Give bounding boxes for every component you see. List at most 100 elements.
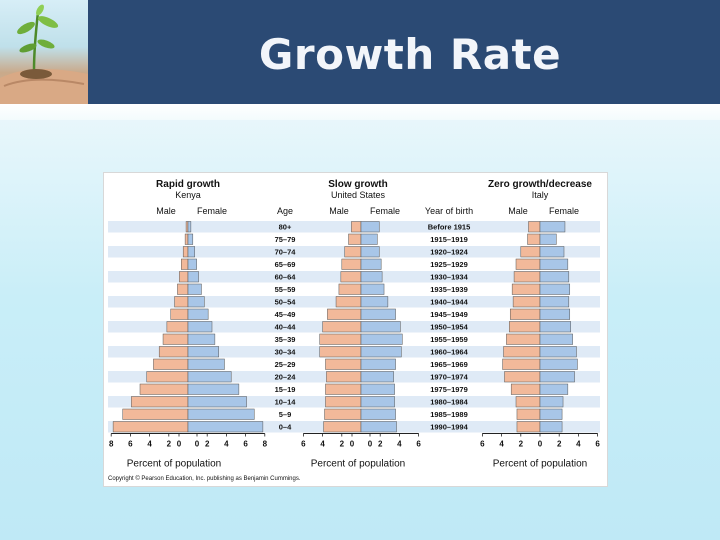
- female-bar: [187, 246, 195, 258]
- age-label: 25–29: [275, 360, 296, 369]
- female-bar: [360, 233, 378, 245]
- female-bar: [360, 371, 394, 383]
- age-label: 10–14: [275, 398, 297, 407]
- male-bar: [325, 396, 362, 408]
- birth-year-label: 1990–1994: [430, 423, 468, 432]
- female-bar: [187, 333, 216, 345]
- male-bar: [509, 321, 541, 333]
- x-tick-label: 4: [576, 440, 581, 449]
- male-bar: [181, 258, 189, 270]
- year-header: Year of birth: [425, 206, 473, 216]
- male-bar: [177, 283, 189, 295]
- female-bar: [360, 258, 382, 270]
- female-bar: [360, 296, 389, 308]
- chart-subtitle: Italy: [532, 190, 549, 200]
- female-bar: [539, 246, 565, 258]
- x-tick-label: 0: [195, 440, 200, 449]
- male-bar: [162, 333, 189, 345]
- female-bar: [539, 408, 563, 420]
- male-bar: [323, 421, 362, 433]
- male-bar: [502, 358, 541, 370]
- age-label: 30–34: [275, 348, 297, 357]
- chart-subtitle: United States: [331, 190, 386, 200]
- male-bar: [510, 383, 541, 395]
- x-tick-label: 2: [340, 440, 345, 449]
- birth-year-label: 1965–1969: [430, 360, 468, 369]
- header-separator: [0, 104, 720, 120]
- male-bar: [185, 221, 189, 233]
- age-label: 45–49: [275, 310, 296, 319]
- female-bar: [539, 333, 573, 345]
- male-bar: [327, 308, 362, 320]
- age-label: 50–54: [275, 298, 297, 307]
- female-bar: [539, 258, 569, 270]
- age-label: 0–4: [279, 423, 292, 432]
- female-bar: [187, 371, 232, 383]
- male-bar: [335, 296, 362, 308]
- x-tick-label: 4: [224, 440, 229, 449]
- birth-year-label: 1950–1954: [430, 323, 468, 332]
- male-bar: [179, 271, 189, 283]
- female-bar: [539, 233, 557, 245]
- male-bar: [506, 333, 541, 345]
- male-header: Male: [329, 206, 349, 216]
- female-bar: [360, 321, 401, 333]
- female-bar: [360, 283, 385, 295]
- birth-year-label: 1920–1924: [430, 248, 468, 257]
- copyright-note: Copyright © Pearson Education, Inc. publ…: [108, 475, 301, 482]
- female-bar: [187, 346, 219, 358]
- x-tick-label: 8: [263, 440, 268, 449]
- male-bar: [516, 408, 541, 420]
- female-bar: [539, 371, 575, 383]
- male-bar: [319, 346, 362, 358]
- male-bar: [520, 246, 541, 258]
- age-label: 40–44: [275, 323, 297, 332]
- x-tick-label: 6: [243, 440, 248, 449]
- male-bar: [166, 321, 189, 333]
- birth-year-label: 1985–1989: [430, 410, 468, 419]
- male-bar: [322, 321, 362, 333]
- female-bar: [360, 333, 403, 345]
- x-tick-label: 6: [480, 440, 485, 449]
- x-tick-label: 6: [595, 440, 600, 449]
- male-bar: [182, 246, 189, 258]
- birth-year-label: 1940–1944: [430, 298, 468, 307]
- chart-title: Slow growth: [328, 179, 387, 190]
- female-bar: [539, 271, 570, 283]
- age-label: 55–59: [275, 285, 296, 294]
- female-bar: [539, 396, 564, 408]
- age-header: Age: [277, 206, 293, 216]
- male-bar: [139, 383, 189, 395]
- female-bar: [187, 383, 240, 395]
- male-bar: [503, 346, 541, 358]
- male-bar: [515, 258, 541, 270]
- female-bar: [187, 221, 192, 233]
- age-label: 70–74: [275, 248, 297, 257]
- birth-year-label: 1945–1949: [430, 310, 468, 319]
- male-bar: [325, 383, 362, 395]
- x-tick-label: 2: [205, 440, 210, 449]
- female-bar: [360, 383, 395, 395]
- male-bar: [527, 233, 541, 245]
- x-tick-label: 8: [109, 440, 114, 449]
- female-bar: [187, 396, 247, 408]
- female-bar: [360, 246, 380, 258]
- male-bar: [509, 308, 541, 320]
- male-bar: [344, 246, 362, 258]
- female-bar: [187, 233, 194, 245]
- seedling-icon: [0, 4, 88, 104]
- female-bar: [539, 421, 563, 433]
- male-bar: [184, 233, 189, 245]
- x-tick-label: 6: [416, 440, 421, 449]
- age-label: 60–64: [275, 273, 297, 282]
- male-bar: [158, 346, 189, 358]
- male-bar: [122, 408, 189, 420]
- female-bar: [360, 271, 383, 283]
- birth-year-label: 1955–1959: [430, 335, 468, 344]
- x-tick-label: 0: [350, 440, 355, 449]
- female-bar: [360, 221, 380, 233]
- chart-title: Rapid growth: [156, 179, 220, 190]
- age-label: 35–39: [275, 335, 296, 344]
- male-bar: [170, 308, 189, 320]
- age-label: 80+: [279, 223, 292, 232]
